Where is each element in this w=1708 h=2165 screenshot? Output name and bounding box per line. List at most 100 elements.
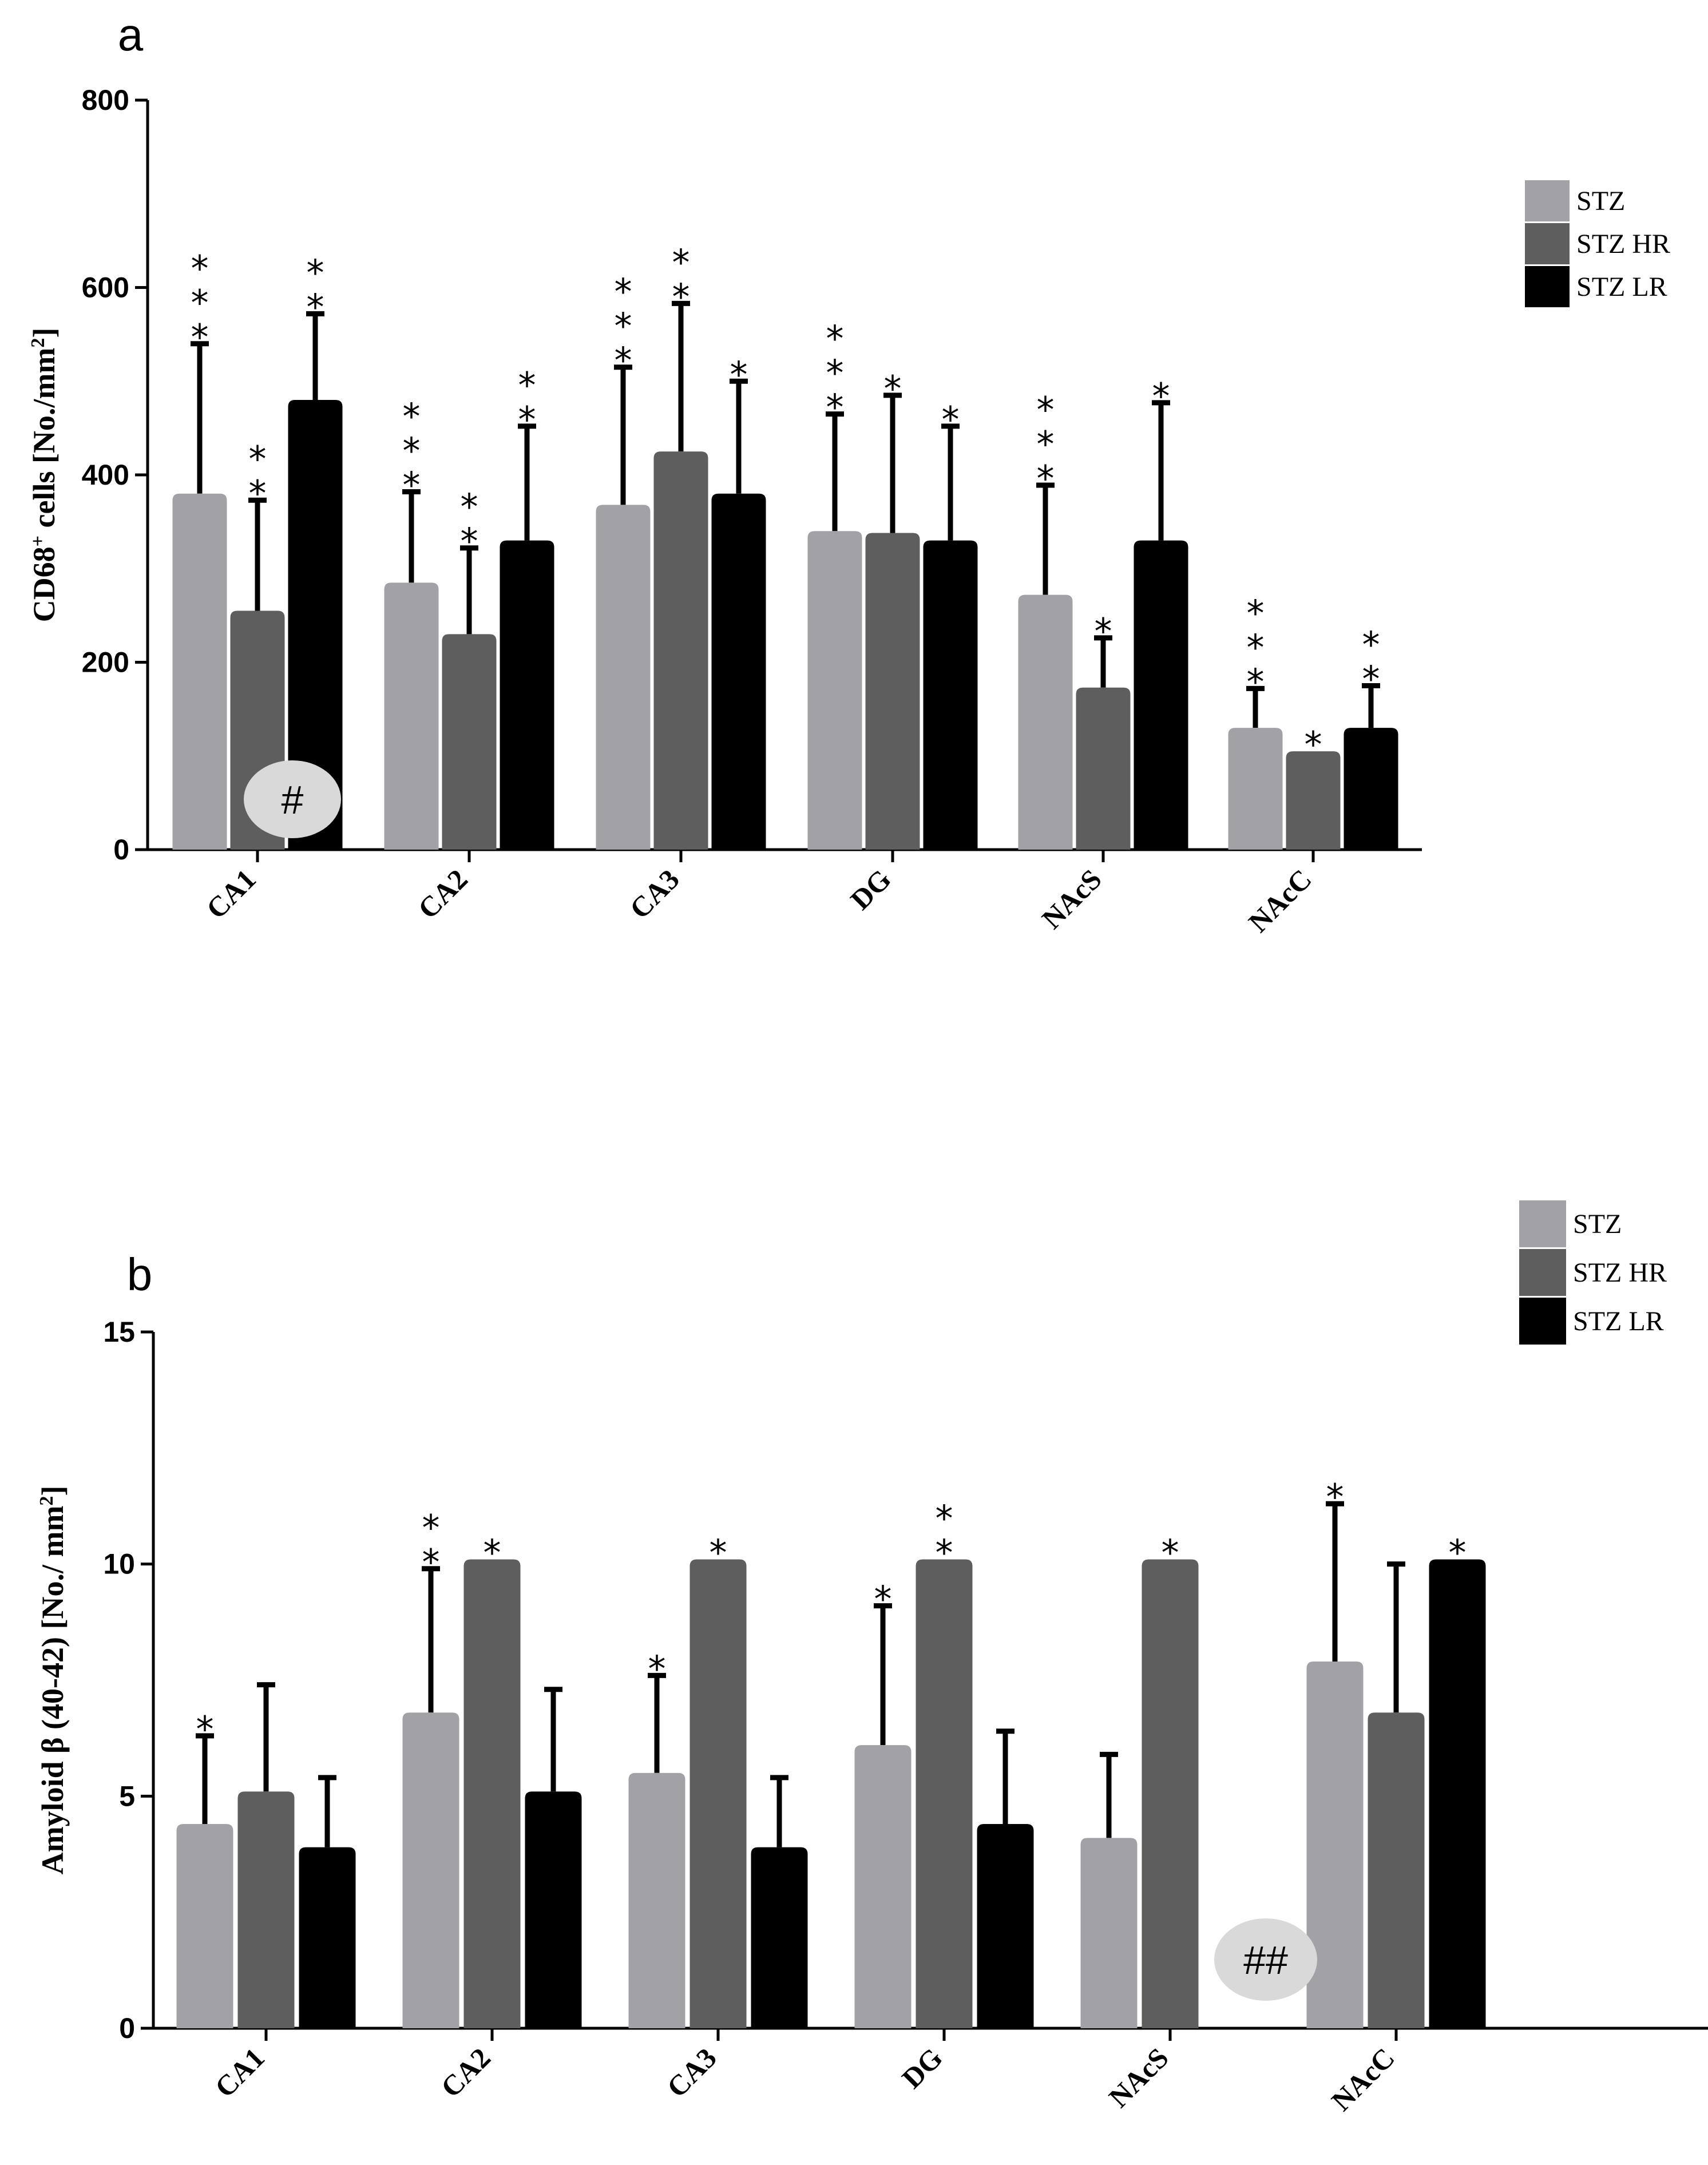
bar-CA3-STZ-LR	[751, 1847, 808, 2028]
y-tick-label: 0	[113, 834, 129, 866]
significance-star: *	[518, 399, 536, 441]
significance-star: *	[710, 1532, 727, 1574]
legend-label: STZ HR	[1576, 229, 1670, 259]
annotation-ellipse	[1214, 1918, 1317, 2001]
significance-star: *	[403, 395, 421, 437]
significance-star: *	[1152, 375, 1170, 417]
bar-NAcS-STZ	[1080, 1838, 1138, 2028]
x-category-label: CA3	[623, 863, 685, 925]
significance-star: *	[615, 271, 632, 313]
annotation-text: #	[282, 778, 304, 822]
legend-label: STZ	[1576, 186, 1625, 216]
y-tick-label: 5	[119, 1780, 135, 1812]
legend-swatch	[1519, 1249, 1566, 1296]
significance-star: *	[936, 1498, 953, 1540]
bar-NAcS-STZ-LR	[1134, 540, 1188, 850]
bar-CA3-STZ-HR	[653, 451, 708, 850]
y-axis-label: CD68+ cells [No./mm2]	[27, 328, 61, 622]
significance-star: *	[648, 1648, 666, 1690]
annotation-ellipse	[244, 760, 341, 838]
significance-star: *	[196, 1708, 214, 1750]
bar-CA2-STZ-LR	[525, 1791, 582, 2028]
chart-panel-b: b 0 5 10 15 Amyloid β (40-42) [No./ mm2] * CA1 *…	[35, 1200, 1708, 2117]
legend-swatch	[1525, 180, 1570, 221]
legend-swatch	[1519, 1298, 1566, 1345]
significance-star: *	[403, 464, 421, 506]
significance-star: *	[1247, 661, 1265, 703]
significance-star: *	[191, 316, 209, 358]
significance-star: *	[461, 521, 478, 562]
x-category-label: CA2	[411, 863, 473, 925]
significance-star: *	[1449, 1532, 1467, 1574]
bar-NAcC-STZ-LR	[1429, 1559, 1486, 2028]
significance-star: *	[1037, 389, 1055, 431]
bar-CA3-STZ-LR	[711, 493, 766, 850]
significance-star: *	[942, 399, 960, 441]
bar-NAcC-STZ	[1228, 728, 1283, 850]
significance-star: *	[1362, 624, 1380, 665]
y-axis-label: Amyloid β (40-42) [No./ mm2]	[35, 1486, 70, 1875]
significance-star: *	[307, 286, 324, 328]
x-category-label: NAcC	[1242, 863, 1318, 938]
significance-star: *	[1037, 423, 1055, 465]
bar-CA1-STZ	[176, 1824, 233, 2028]
significance-star: *	[422, 1507, 440, 1549]
significance-star: *	[874, 1579, 892, 1620]
legend-label: STZ HR	[1573, 1258, 1667, 1288]
bar-NAcS-STZ-HR	[1142, 1559, 1199, 2028]
bar-DG-STZ	[854, 1745, 912, 2028]
x-category-label: CA1	[208, 2041, 270, 2103]
bar-NAcC-STZ-HR	[1286, 751, 1341, 850]
significance-star: *	[730, 354, 748, 395]
legend-swatch	[1525, 266, 1570, 307]
x-category-label: CA1	[200, 863, 261, 925]
significance-star: *	[672, 241, 690, 283]
bar-DG-STZ-HR	[865, 533, 920, 850]
significance-star: *	[615, 306, 632, 347]
y-tick-label: 200	[82, 647, 129, 679]
y-tick-label: 400	[82, 459, 129, 491]
x-category-label: DG	[895, 2041, 949, 2095]
x-category-label: NAcS	[1103, 2041, 1175, 2114]
legend-swatch	[1519, 1200, 1566, 1247]
bar-DG-STZ-LR	[977, 1824, 1034, 2028]
bar-CA1-STZ-LR	[288, 400, 343, 850]
bar-CA2-STZ-HR	[463, 1559, 521, 2028]
bar-CA3-STZ	[596, 505, 651, 850]
panel-letter: b	[127, 1249, 153, 1300]
bar-CA1-STZ-LR	[299, 1847, 356, 2028]
significance-star: *	[1247, 592, 1265, 634]
significance-star: *	[826, 318, 844, 360]
significance-star: *	[403, 430, 421, 471]
bar-DG-STZ-HR	[916, 1559, 973, 2028]
significance-star: *	[1326, 1476, 1344, 1518]
significance-star: *	[422, 1541, 440, 1583]
significance-star: *	[1095, 610, 1112, 652]
significance-star: *	[518, 364, 536, 406]
significance-star: *	[191, 248, 209, 290]
significance-star: *	[1247, 626, 1265, 668]
significance-star: *	[249, 473, 267, 514]
x-category-label: NAcS	[1036, 863, 1108, 935]
bar-DG-STZ-LR	[923, 540, 978, 850]
significance-star: *	[1162, 1532, 1179, 1574]
bar-NAcS-STZ	[1018, 594, 1073, 850]
significance-star: *	[615, 340, 632, 382]
bar-DG-STZ	[807, 531, 862, 850]
significance-star: *	[1305, 724, 1322, 766]
panel-letter: a	[118, 9, 144, 60]
bar-NAcC-STZ	[1306, 1662, 1364, 2028]
y-tick-label: 800	[82, 84, 129, 116]
significance-star: *	[484, 1532, 501, 1574]
significance-star: *	[884, 368, 902, 410]
x-category-label: DG	[844, 863, 897, 916]
y-tick-label: 0	[119, 2012, 135, 2044]
bar-NAcC-STZ-HR	[1368, 1712, 1425, 2028]
significance-star: *	[1037, 458, 1055, 499]
significance-star: *	[1362, 658, 1380, 700]
bar-CA2-STZ	[384, 582, 439, 850]
significance-star: *	[191, 282, 209, 324]
significance-star: *	[672, 276, 690, 318]
